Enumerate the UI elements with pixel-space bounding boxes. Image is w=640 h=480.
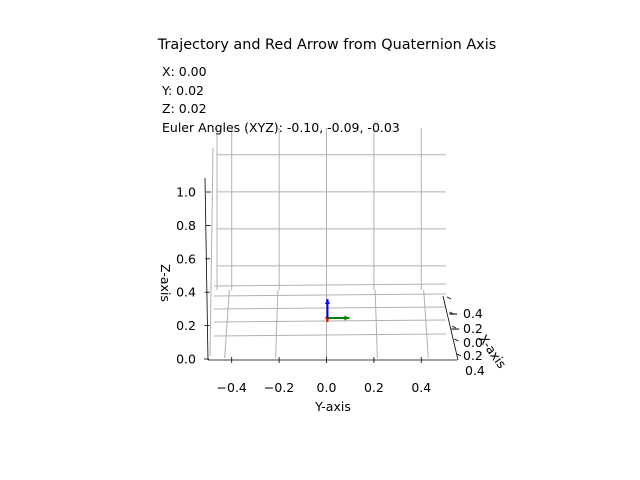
info-x: X: 0.00 <box>162 64 207 79</box>
x-tick-label: 0.0 <box>463 335 483 350</box>
floor-depth-grid <box>224 289 230 359</box>
z-tick-label: 0.8 <box>176 218 196 233</box>
x-tick-mark <box>451 325 457 329</box>
y-tick-label: −0.4 <box>217 380 247 395</box>
z-tick-label: 0.4 <box>176 285 196 300</box>
y-tick-label: 0.4 <box>411 380 431 395</box>
info-y: Y: 0.02 <box>161 83 204 98</box>
orientation-arrows <box>324 299 350 322</box>
floor-horizontal-grid <box>213 283 447 287</box>
floor-depth-grid <box>423 289 429 359</box>
floor-depth-grid <box>374 289 378 359</box>
y-tick-label: −0.2 <box>264 380 294 395</box>
z-tick-label: 0.6 <box>176 251 196 266</box>
z-axis-label: Z-axis <box>158 264 173 302</box>
floor-horizontal-grid <box>213 319 447 323</box>
x-tick-label: 0.4 <box>463 306 483 321</box>
y-tick-label: 0.0 <box>317 380 337 395</box>
floor-depth-grid <box>275 289 279 359</box>
grid-lines <box>209 128 447 359</box>
left-wall-edge <box>209 147 214 357</box>
floor-horizontal-grid <box>213 306 447 310</box>
x-tick-minus: − <box>448 306 458 321</box>
info-z: Z: 0.02 <box>162 101 207 116</box>
y-axis-label: Y-axis <box>314 399 351 414</box>
tick-labels: −0.4 −0.2 0.0 0.2 0.40.00.20.40.60.81.00.40.… <box>176 185 485 396</box>
x-tick-mark <box>454 338 459 342</box>
arrow-head-y <box>344 315 350 321</box>
z-axis-line <box>204 177 209 361</box>
x-tick-label: 0.2 <box>463 321 483 336</box>
x-tick-mark <box>449 311 454 315</box>
info-euler: Euler Angles (XYZ): -0.10, -0.09, -0.03 <box>162 120 400 135</box>
floor-horizontal-grid <box>213 293 447 297</box>
z-tick-label: 0.0 <box>176 352 196 367</box>
x-tick-mark <box>456 353 462 357</box>
y-tick-label: 0.2 <box>364 380 384 395</box>
axis-lines <box>204 177 462 363</box>
floor-horizontal-grid <box>213 333 447 337</box>
x-axis-line <box>442 295 459 361</box>
z-tick-label: 0.2 <box>176 318 196 333</box>
arrow-head-z <box>324 299 330 304</box>
x-tick-label: 0.4 <box>465 363 485 378</box>
x-tick-mark <box>446 296 452 300</box>
x-tick-label: 0.2 <box>463 348 483 363</box>
x-tick-minus: − <box>450 321 460 336</box>
z-tick-label: 1.0 <box>176 185 196 200</box>
chart-title: Trajectory and Red Arrow from Quaternion… <box>157 37 496 53</box>
